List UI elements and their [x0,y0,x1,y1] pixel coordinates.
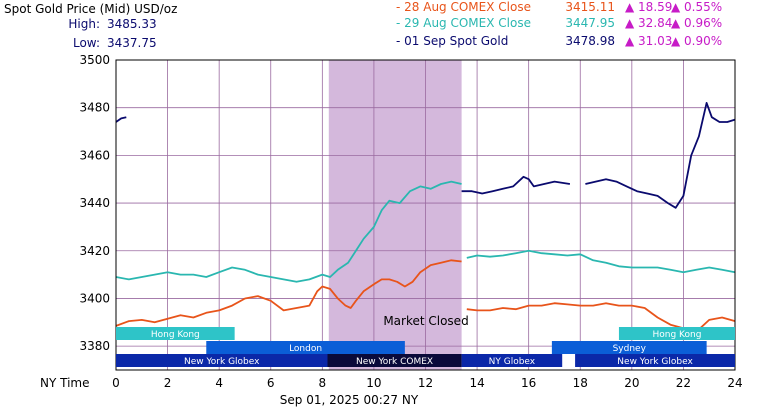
x-tick-label: 18 [573,376,588,390]
x-tick-label: 24 [727,376,742,390]
grid [116,60,735,370]
series-line-2 [115,116,127,123]
series-line-1 [115,180,462,283]
x-axis-ticks: 0 2 4 6 8 10 12 14 16 18 20 22 24 [112,376,742,390]
x-tick-label: 12 [418,376,433,390]
x-tick-label: 14 [469,376,484,390]
legend-change-28aug: ▲ 18.59 [625,0,672,14]
market-closed-label: Market Closed [383,314,468,328]
session-bar [327,354,462,367]
legend-change-29aug: ▲ 32.84 [625,16,672,30]
market-closed-shade [328,60,462,370]
session-bar [551,341,707,354]
session-label: London [289,344,322,354]
plot-frame [115,59,736,371]
legend-change-01sep: ▲ 31.03 [625,34,672,48]
legend-price-01sep: 3478.98 [565,34,615,48]
legend-label-01sep: - 01 Sep Spot Gold [396,34,508,48]
x-tick-label: 4 [215,376,223,390]
legend-price-29aug: 3447.95 [565,16,615,30]
legend-price-28aug: 3415.11 [565,0,615,14]
session-label: New York Globex [617,357,693,367]
low-value: 3437.75 [107,36,157,50]
legend-row-1: - 29 Aug COMEX Close 3447.95 ▲ 32.84 ▲ 0… [396,16,722,30]
x-tick-label: 6 [267,376,275,390]
session-label: NY Globex [489,357,536,367]
x-tick-label: 2 [164,376,172,390]
legend-row-0: - 28 Aug COMEX Close 3415.11 ▲ 18.59 ▲ 0… [396,0,722,14]
market-closed-region [328,60,462,370]
session-bar [116,354,328,367]
x-tick-label: 10 [366,376,381,390]
session-label: Hong Kong [151,330,200,340]
series-line-2 [585,102,736,209]
x-tick-label: 22 [676,376,691,390]
session-bar [575,354,735,367]
y-tick-label: 3500 [79,53,110,67]
high-label: High: [68,17,100,31]
session-label: Hong Kong [653,330,702,340]
series-line-1 [466,249,736,274]
y-tick-label: 3480 [79,101,110,115]
legend-label-28aug: - 28 Aug COMEX Close [396,0,531,14]
timestamp: Sep 01, 2025 00:27 NY [280,393,419,407]
y-tick-label: 3380 [79,339,110,353]
session-bar [116,327,235,340]
legend-pct-29aug: ▲ 0.96% [671,16,722,30]
series-line-0 [115,259,462,327]
low-label: Low: [73,36,100,50]
x-tick-label: 20 [624,376,639,390]
trading-sessions: Hong Kong Hong Kong London Sydney New York G… [116,327,735,367]
legend-label-29aug: - 29 Aug COMEX Close [396,16,531,30]
legend-pct-28aug: ▲ 0.55% [671,0,722,14]
session-bar [618,327,735,340]
y-axis-ticks: 3380 3400 3420 3440 3460 3480 3500 [79,53,110,353]
x-tick-label: 0 [112,376,120,390]
y-tick-label: 3420 [79,244,110,258]
legend-row-2: - 01 Sep Spot Gold 3478.98 ▲ 31.03 ▲ 0.9… [396,34,722,48]
session-bar [461,354,563,367]
x-tick-label: 16 [521,376,536,390]
session-bar [206,341,405,354]
x-axis-title: NY Time [40,376,90,390]
series-line-2 [461,175,571,195]
y-tick-label: 3440 [79,196,110,210]
y-tick-label: 3400 [79,291,110,305]
high-value: 3485.33 [107,17,157,31]
session-label: New York Globex [184,357,260,367]
legend-pct-01sep: ▲ 0.90% [671,34,722,48]
y-tick-label: 3460 [79,148,110,162]
chart-title: Spot Gold Price (Mid) USD/oz [4,2,177,16]
x-tick-label: 8 [319,376,327,390]
session-label: New York COMEX [356,357,433,367]
session-label: Sydney [613,344,647,354]
